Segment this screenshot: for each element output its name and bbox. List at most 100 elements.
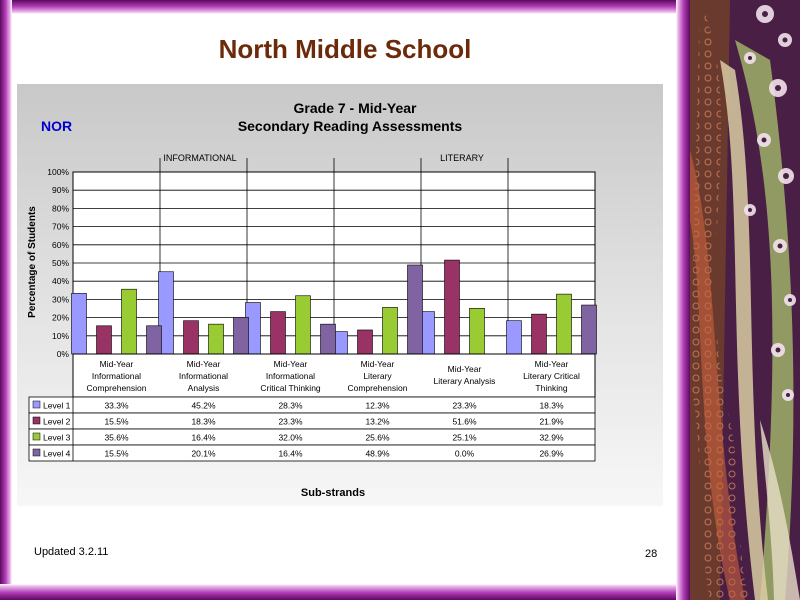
data-label: 51.6% — [452, 417, 477, 427]
data-label: 18.3% — [539, 401, 564, 411]
bar — [581, 304, 597, 355]
data-label: 21.9% — [539, 417, 564, 427]
bar — [444, 259, 460, 355]
bar — [407, 264, 423, 355]
x-tick-label: Thinking — [535, 383, 567, 393]
x-tick-label: Mid-Year — [100, 359, 134, 369]
data-label: 26.9% — [539, 449, 564, 459]
group-label-literary: LITERARY — [440, 153, 484, 163]
data-label: 12.3% — [365, 401, 390, 411]
y-axis-label: Percentage of Students — [27, 206, 38, 318]
table-row — [28, 444, 596, 462]
data-label: 45.2% — [191, 401, 216, 411]
bar — [71, 293, 87, 355]
data-label: 20.1% — [191, 449, 216, 459]
data-label: 23.3% — [452, 401, 477, 411]
data-label: 15.5% — [104, 449, 129, 459]
y-tick-label: 100% — [47, 167, 69, 177]
category-header-row — [72, 353, 596, 398]
legend-label: Level 2 — [43, 417, 71, 427]
y-tick-label: 90% — [52, 185, 69, 195]
data-label: 32.0% — [278, 433, 303, 443]
bar-chart: Grade 7 - Mid-Year Secondary Reading Ass… — [27, 100, 597, 499]
data-label: 32.9% — [539, 433, 564, 443]
data-label: 35.6% — [104, 433, 129, 443]
legend-label: Level 3 — [43, 433, 71, 443]
legend-swatch — [32, 432, 41, 441]
school-code: NOR — [41, 118, 72, 134]
x-tick-label: Literary — [363, 371, 392, 381]
x-tick-label: Mid-Year — [535, 359, 569, 369]
slide-title: North Middle School — [218, 34, 472, 64]
bar — [506, 320, 522, 355]
x-tick-label: Mid-Year — [361, 359, 395, 369]
x-tick-label: Critical Thinking — [260, 383, 321, 393]
x-axis-label: Sub-strands — [301, 487, 365, 499]
data-label: 15.5% — [104, 417, 129, 427]
y-tick-label: 70% — [52, 222, 69, 232]
updated-date: Updated 3.2.11 — [34, 546, 109, 558]
x-tick-label: Literary Analysis — [434, 376, 496, 386]
bar — [183, 320, 199, 355]
y-tick-label: 30% — [52, 294, 69, 304]
y-tick-label: 60% — [52, 240, 69, 250]
bar — [469, 308, 485, 355]
page-number: 28 — [645, 548, 658, 560]
slide-frame-bottom — [0, 584, 690, 600]
y-tick-label: 80% — [52, 203, 69, 213]
bar — [146, 325, 162, 355]
data-label: 0.0% — [455, 449, 475, 459]
chart-subtitle: Secondary Reading Assessments — [238, 118, 463, 134]
legend-label: Level 4 — [43, 449, 71, 459]
data-label: 25.1% — [452, 433, 477, 443]
plot-area: 0% 10% 20% 30% 40% 50% 60% 70% 80% 90% 100% — [47, 158, 597, 461]
group-label-informational: INFORMATIONAL — [163, 153, 236, 163]
legend-swatch — [32, 400, 41, 409]
x-tick-label: Literary Critical — [523, 371, 580, 381]
x-tick-label: Mid-Year — [448, 364, 482, 374]
x-tick-label: Mid-Year — [187, 359, 221, 369]
x-tick-label: Informational — [179, 371, 228, 381]
legend-label: Level 1 — [43, 401, 71, 411]
chart-panel: Grade 7 - Mid-Year Secondary Reading Ass… — [17, 84, 663, 506]
x-tick-label: Analysis — [188, 383, 220, 393]
y-tick-label: 40% — [52, 276, 69, 286]
x-tick-label: Mid-Year — [274, 359, 308, 369]
bar — [556, 293, 572, 355]
data-label: 13.2% — [365, 417, 390, 427]
data-label: 16.4% — [278, 449, 303, 459]
bar — [121, 288, 137, 355]
data-label: 16.4% — [191, 433, 216, 443]
bar — [270, 311, 286, 355]
bar — [320, 323, 336, 355]
bar — [295, 295, 311, 355]
bar — [531, 313, 547, 355]
bar — [233, 317, 249, 355]
bar — [357, 329, 373, 355]
data-label: 23.3% — [278, 417, 303, 427]
legend-swatch — [32, 448, 41, 457]
chart-title: Grade 7 - Mid-Year — [294, 100, 417, 116]
y-tick-label: 0% — [57, 349, 70, 359]
data-label: 28.3% — [278, 401, 303, 411]
x-tick-label: Comprehension — [347, 383, 407, 393]
x-tick-label: Informational — [266, 371, 315, 381]
y-tick-label: 50% — [52, 258, 69, 268]
slide-frame-top — [0, 0, 690, 14]
x-tick-label: Informational — [92, 371, 141, 381]
slide-frame-left — [0, 0, 12, 600]
y-tick-label: 10% — [52, 331, 69, 341]
data-label: 33.3% — [104, 401, 129, 411]
bar — [382, 307, 398, 355]
bar — [208, 323, 224, 355]
bar — [96, 325, 112, 355]
legend-swatch — [32, 416, 41, 425]
decorative-side-panel — [690, 0, 800, 600]
data-label: 18.3% — [191, 417, 216, 427]
y-tick-label: 20% — [52, 313, 69, 323]
decorative-floral-art — [690, 0, 800, 600]
data-label: 48.9% — [365, 449, 390, 459]
x-tick-label: Comprehension — [86, 383, 146, 393]
data-label: 25.6% — [365, 433, 390, 443]
data-table: Mid-Year Informational Comprehension Mid-Ye… — [28, 353, 596, 462]
